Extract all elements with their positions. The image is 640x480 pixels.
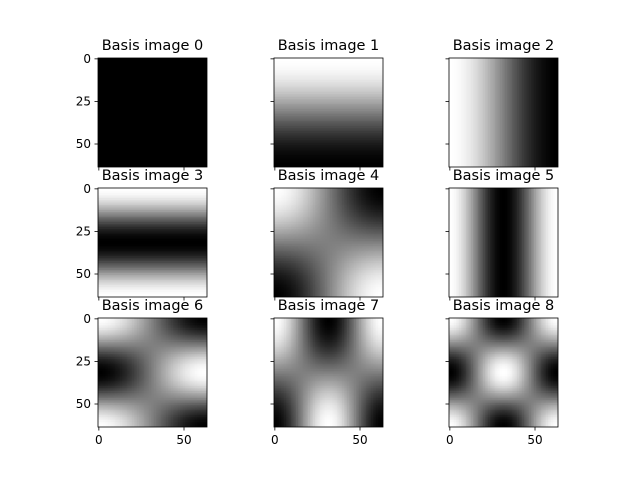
panel-title-6: Basis image 6: [102, 298, 204, 314]
y-tick-label: 50: [76, 267, 91, 281]
panel-6: Basis image 6 0 25 50 0 50: [76, 298, 208, 447]
panel-frame-1: [273, 57, 384, 168]
panel-5: Basis image 5: [445, 168, 559, 301]
y-tick-label: 0: [83, 182, 91, 196]
basis-image-4: [274, 188, 384, 298]
panel-title-7: Basis image 7: [278, 298, 380, 314]
panel-frame-6: [97, 317, 208, 428]
panel-frame-3: [97, 187, 208, 298]
basis-image-0: [98, 58, 208, 168]
x-tick-label: 50: [352, 433, 367, 447]
panel-frame-8: [448, 317, 559, 428]
panel-frame-5: [448, 187, 559, 298]
x-tick-label: 0: [446, 433, 454, 447]
basis-image-8: [449, 318, 559, 428]
x-tick-label: 0: [271, 433, 279, 447]
panel-title-2: Basis image 2: [453, 38, 555, 54]
x-tick-label: 50: [176, 433, 191, 447]
panel-1: Basis image 1: [270, 38, 384, 171]
y-tick-label: 25: [76, 354, 91, 368]
y-tick-label: 50: [76, 137, 91, 151]
basis-image-5: [449, 188, 559, 298]
panel-title-8: Basis image 8: [453, 298, 555, 314]
y-tick-label: 25: [76, 224, 91, 238]
panel-title-3: Basis image 3: [102, 168, 204, 184]
x-tick-label: 50: [527, 433, 542, 447]
panel-3: Basis image 3 0 25 50: [76, 168, 208, 301]
panel-frame-2: [448, 57, 559, 168]
basis-image-3: [98, 188, 208, 298]
y-tick-label: 50: [76, 397, 91, 411]
panel-title-4: Basis image 4: [278, 168, 380, 184]
panel-frame-7: [273, 317, 384, 428]
panel-title-5: Basis image 5: [453, 168, 555, 184]
panel-7: Basis image 7 0 50: [270, 298, 384, 447]
panel-4: Basis image 4: [270, 168, 384, 301]
panel-frame-0: [97, 57, 208, 168]
y-tick-label: 25: [76, 94, 91, 108]
panel-frame-4: [273, 187, 384, 298]
panel-2: Basis image 2: [445, 38, 559, 171]
x-tick-label: 0: [95, 433, 103, 447]
y-tick-label: 0: [83, 52, 91, 66]
basis-image-7: [274, 318, 384, 428]
basis-image-6: [98, 318, 208, 428]
panel-title-0: Basis image 0: [102, 38, 204, 54]
panel-title-1: Basis image 1: [278, 38, 380, 54]
basis-image-2: [449, 58, 559, 168]
basis-image-1: [274, 58, 384, 168]
panel-0: Basis image 0 0 25 50: [76, 38, 208, 171]
panel-8: Basis image 8 0 50: [445, 298, 559, 447]
y-tick-label: 0: [83, 312, 91, 326]
panels-group: Basis image 0 0 25 50 Basis image 1 Basis ima…: [76, 38, 559, 447]
